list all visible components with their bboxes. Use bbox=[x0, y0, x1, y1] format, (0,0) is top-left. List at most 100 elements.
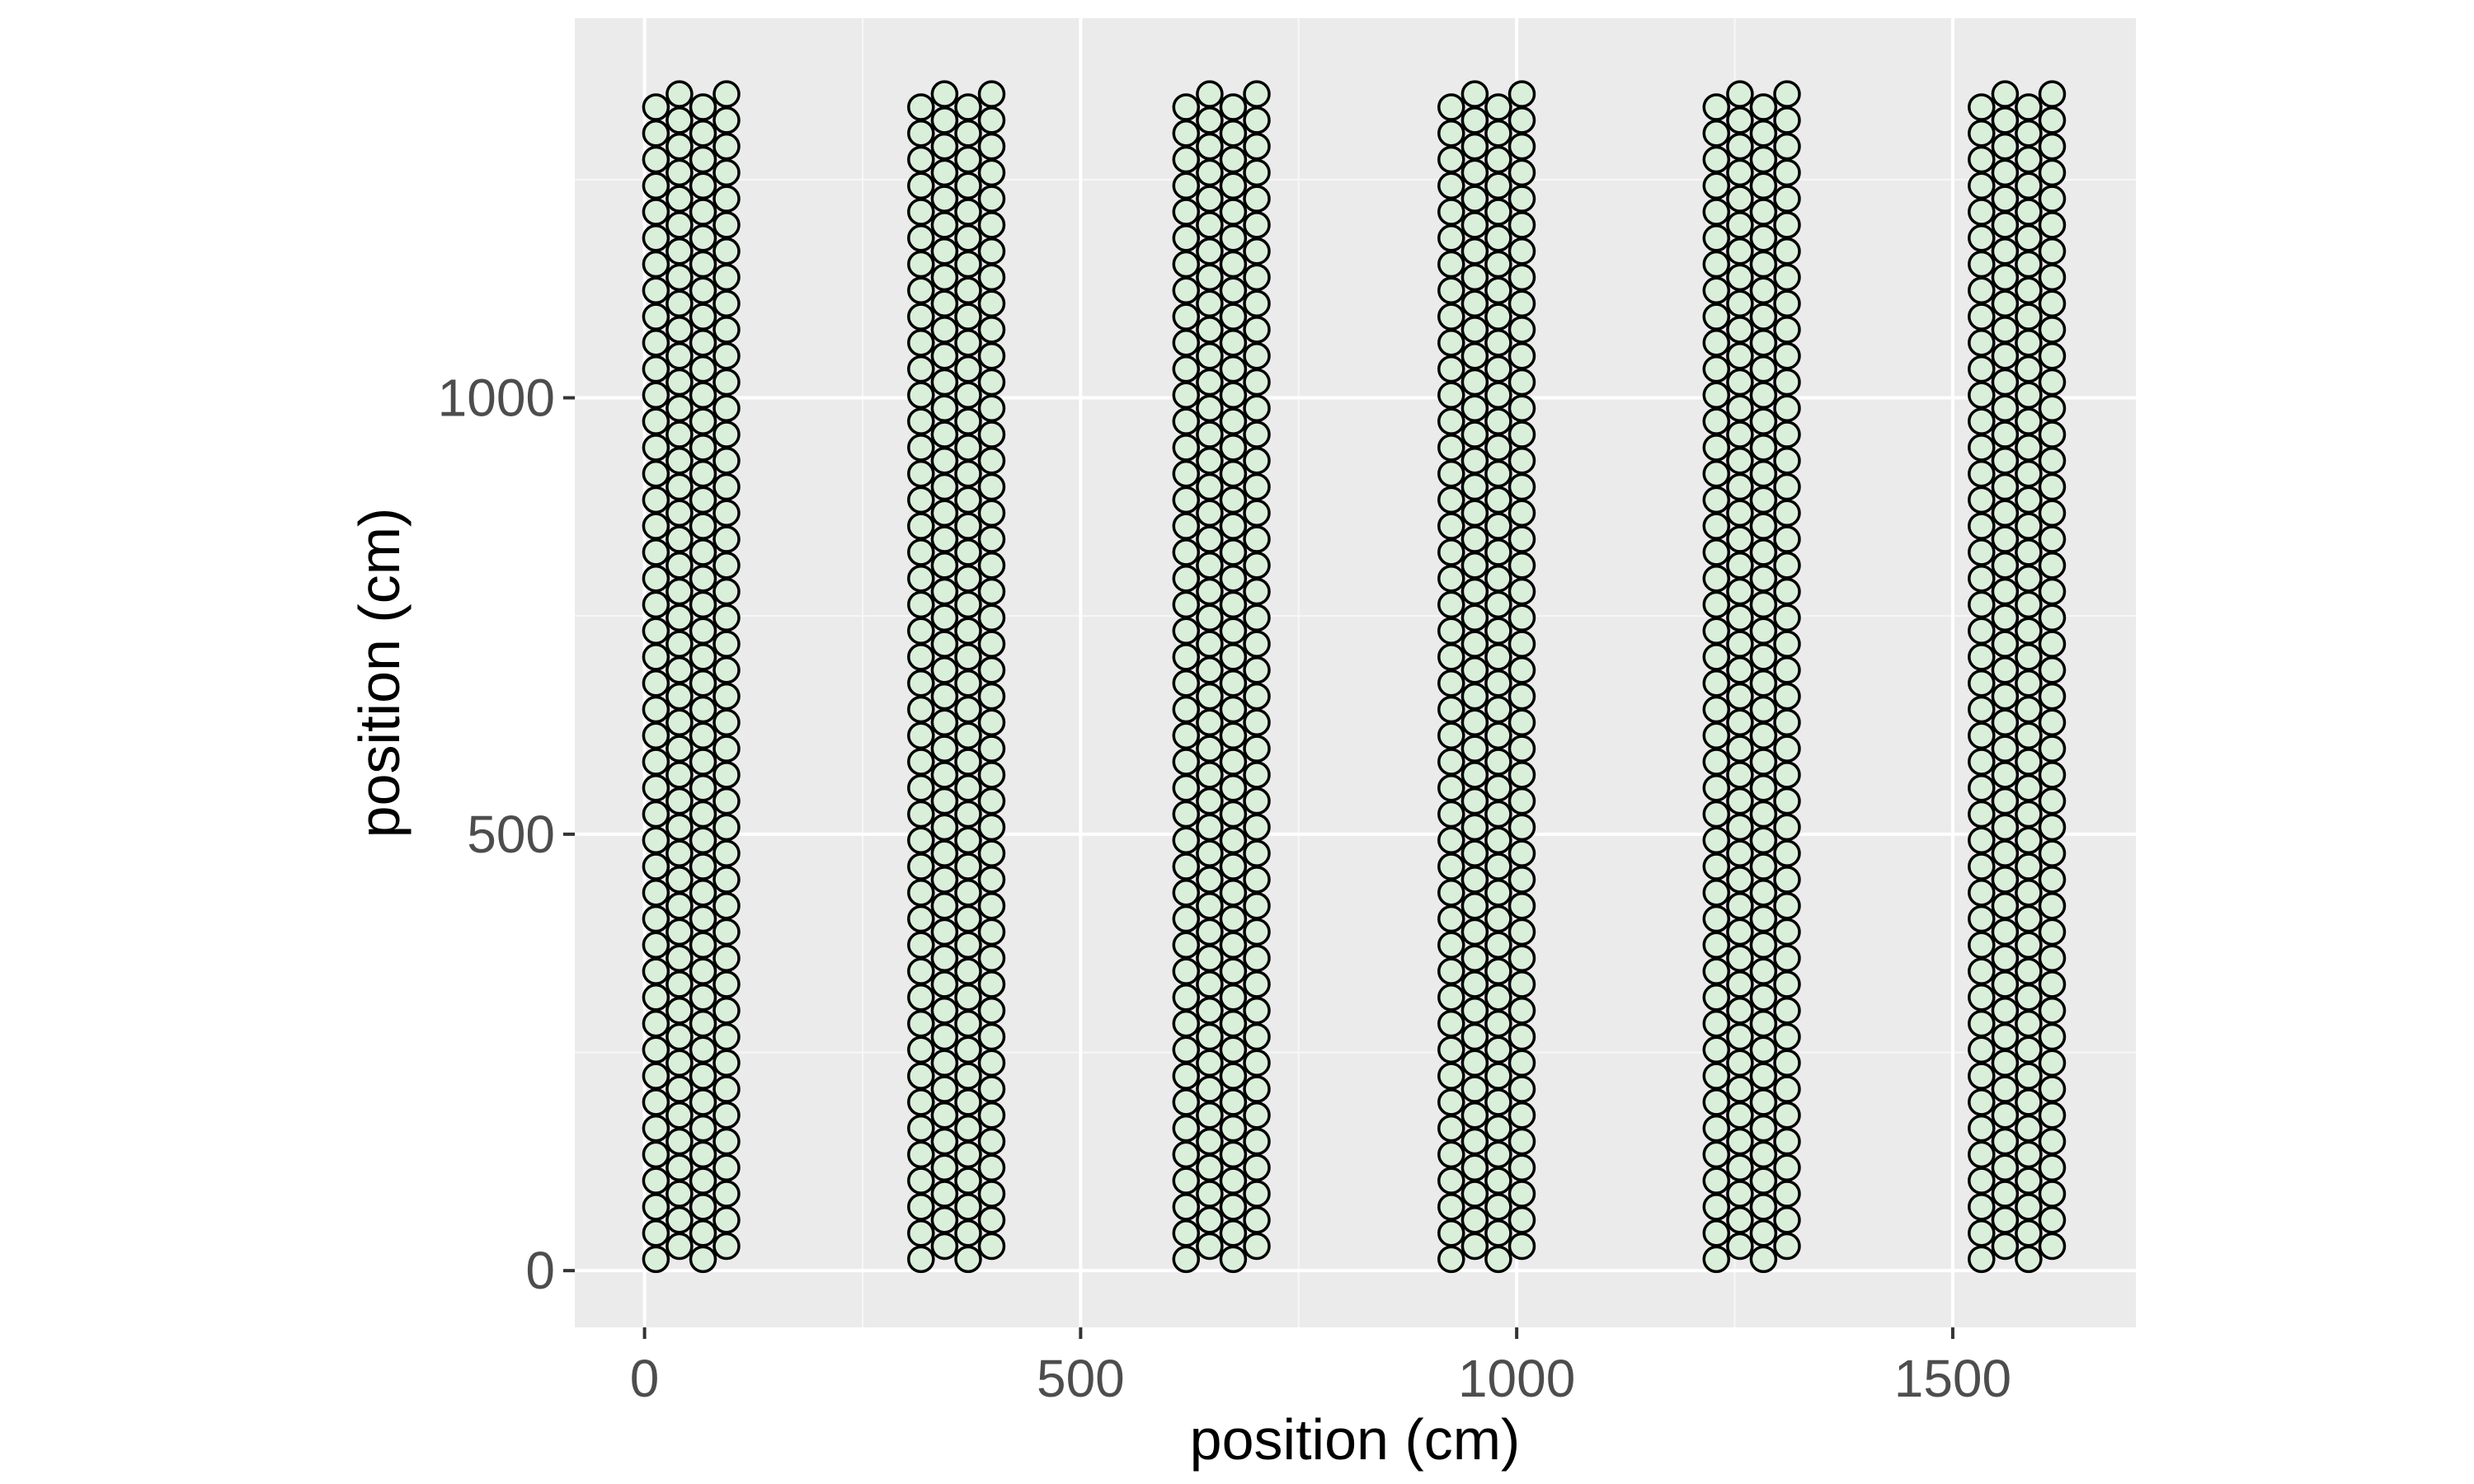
data-point bbox=[1702, 1036, 1731, 1064]
data-point bbox=[713, 1206, 741, 1234]
data-point bbox=[930, 656, 959, 684]
data-point bbox=[1484, 748, 1512, 776]
data-point bbox=[1460, 891, 1489, 920]
data-point bbox=[1172, 695, 1201, 724]
data-point bbox=[1968, 355, 1996, 383]
data-point bbox=[1219, 957, 1248, 985]
data-point bbox=[1484, 459, 1512, 488]
data-point bbox=[1243, 891, 1271, 920]
data-point bbox=[1172, 1088, 1201, 1116]
data-point bbox=[1507, 211, 1536, 239]
data-point bbox=[1172, 1062, 1201, 1090]
data-point bbox=[1460, 630, 1489, 658]
data-point bbox=[907, 852, 935, 881]
data-point bbox=[1968, 904, 1996, 933]
data-point bbox=[2038, 158, 2067, 187]
data-point bbox=[689, 276, 717, 305]
data-point bbox=[666, 211, 694, 239]
data-point bbox=[1460, 970, 1489, 998]
data-point bbox=[1484, 434, 1512, 462]
data-point bbox=[907, 224, 935, 252]
data-point bbox=[1172, 381, 1201, 410]
data-point bbox=[1702, 145, 1731, 174]
data-point bbox=[1243, 499, 1271, 528]
data-point bbox=[1773, 525, 1801, 553]
data-point bbox=[1219, 669, 1248, 697]
data-point bbox=[1702, 1140, 1731, 1169]
data-point bbox=[1507, 682, 1536, 711]
data-point bbox=[1437, 538, 1465, 566]
data-point bbox=[1749, 1009, 1778, 1038]
data-point bbox=[1507, 1180, 1536, 1208]
data-point bbox=[977, 525, 1006, 553]
data-point bbox=[2015, 1167, 2043, 1195]
data-point bbox=[1749, 1088, 1778, 1116]
data-point bbox=[689, 1193, 717, 1221]
data-point bbox=[1968, 957, 1996, 985]
data-point bbox=[1507, 80, 1536, 108]
data-point bbox=[907, 695, 935, 724]
data-point bbox=[689, 538, 717, 566]
data-point bbox=[1726, 918, 1754, 946]
data-point bbox=[666, 1153, 694, 1182]
data-point bbox=[1437, 1193, 1465, 1221]
data-point bbox=[1773, 813, 1801, 842]
data-point bbox=[666, 918, 694, 946]
data-point bbox=[1196, 1180, 1224, 1208]
data-point bbox=[977, 394, 1006, 422]
data-point bbox=[1991, 813, 2020, 842]
data-point bbox=[642, 171, 670, 200]
data-point bbox=[689, 590, 717, 619]
data-point bbox=[1484, 1219, 1512, 1247]
data-point bbox=[713, 1232, 741, 1261]
data-point bbox=[1726, 708, 1754, 737]
data-point bbox=[1460, 1049, 1489, 1077]
data-point bbox=[1773, 603, 1801, 632]
data-point bbox=[1460, 603, 1489, 632]
data-point bbox=[1219, 303, 1248, 331]
data-point bbox=[907, 826, 935, 855]
data-point bbox=[1507, 839, 1536, 867]
data-point bbox=[1726, 420, 1754, 448]
data-point bbox=[1991, 787, 2020, 815]
data-point bbox=[954, 434, 982, 462]
data-point bbox=[1726, 577, 1754, 606]
data-point bbox=[1726, 1180, 1754, 1208]
data-point bbox=[1968, 407, 1996, 435]
data-point bbox=[689, 486, 717, 514]
data-point bbox=[977, 813, 1006, 842]
data-point bbox=[1991, 472, 2020, 501]
data-point bbox=[930, 211, 959, 239]
data-point bbox=[954, 564, 982, 593]
data-point bbox=[1219, 434, 1248, 462]
data-point bbox=[1702, 826, 1731, 855]
data-point bbox=[1219, 276, 1248, 305]
data-point bbox=[1196, 1101, 1224, 1129]
data-point bbox=[977, 630, 1006, 658]
data-point bbox=[1172, 984, 1201, 1012]
data-point bbox=[1702, 984, 1731, 1012]
data-point bbox=[642, 879, 670, 907]
data-point bbox=[907, 355, 935, 383]
data-point bbox=[2038, 682, 2067, 711]
data-point bbox=[2038, 761, 2067, 789]
data-point bbox=[2038, 787, 2067, 815]
data-point bbox=[977, 1101, 1006, 1129]
data-point bbox=[1507, 1206, 1536, 1234]
data-point bbox=[1726, 813, 1754, 842]
data-point bbox=[954, 276, 982, 305]
data-point bbox=[977, 1075, 1006, 1103]
data-point bbox=[1749, 459, 1778, 488]
data-point bbox=[1749, 538, 1778, 566]
data-point bbox=[1460, 368, 1489, 397]
data-point bbox=[907, 1193, 935, 1221]
data-point bbox=[666, 866, 694, 894]
data-point bbox=[1702, 617, 1731, 645]
data-point bbox=[1968, 93, 1996, 121]
data-point bbox=[642, 1219, 670, 1247]
data-point bbox=[642, 224, 670, 252]
data-point bbox=[2038, 970, 2067, 998]
data-point bbox=[666, 787, 694, 815]
data-point bbox=[1702, 904, 1731, 933]
